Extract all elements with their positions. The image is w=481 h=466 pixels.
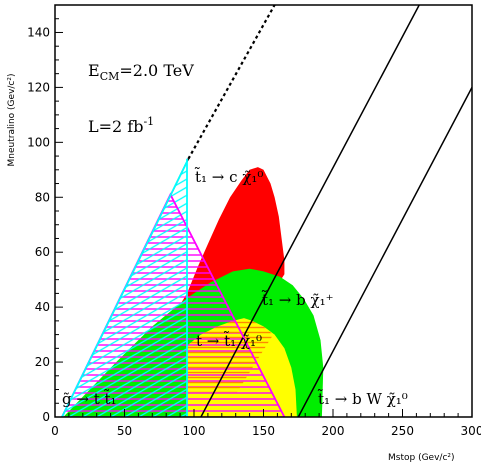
y-axis-label: Mneutralino (Gev/c²): [7, 74, 17, 167]
ecm-rest: =2.0 TeV: [119, 61, 194, 80]
y-tick-label: 120: [27, 80, 50, 94]
label-chargino-decay: t̃₁ → b χ̃₁⁺: [261, 290, 334, 309]
ecm-subscript: CM: [100, 70, 120, 83]
y-tick-label: 80: [35, 190, 50, 204]
y-tick-label: 0: [42, 410, 50, 424]
x-tick-label: 50: [117, 424, 132, 438]
y-tick-label: 20: [35, 355, 50, 369]
top-region-orange: [187, 318, 274, 393]
label-charm-decay: t̃₁ → c χ̃₁⁰: [194, 167, 263, 186]
x-tick-label: 0: [51, 424, 59, 438]
kinematic-limit-dashed: [187, 5, 276, 160]
x-tick-label: 100: [183, 424, 206, 438]
x-tick-label: 250: [391, 424, 414, 438]
x-tick-label: 300: [461, 424, 481, 438]
label-gluino-decay: g̃ → t t̃₁: [62, 389, 117, 408]
fourbody-boundary: [297, 87, 472, 417]
x-axis-label: Mstop (Gev/c²): [388, 453, 455, 463]
cyan-diagonal: [61, 161, 188, 417]
lumi-main: L=2 fb: [88, 117, 143, 136]
x-tick-label: 200: [322, 424, 345, 438]
ecm-main: E: [88, 61, 100, 80]
y-tick-label: 100: [27, 135, 50, 149]
y-tick-label: 60: [35, 245, 50, 259]
x-tick-label: 150: [252, 424, 275, 438]
lines-layer: [61, 5, 472, 417]
chargino-boundary: [200, 5, 420, 417]
label-fourbody-decay: t̃₁ → b W χ̃₁⁰: [317, 389, 408, 408]
lumi-superscript: -1: [143, 115, 154, 128]
ticks-layer: 0 50 100 150 200 250 300 0 20 40 60 80 100 120 140: [27, 18, 481, 438]
y-tick-label: 140: [27, 25, 50, 39]
label-top-decay: t → t̃₁ χ̃₁⁰: [196, 331, 262, 350]
lumi-annotation: L=2 fb-1: [88, 115, 154, 136]
y-tick-label: 40: [35, 300, 50, 314]
ecm-annotation: ECM=2.0 TeV: [88, 61, 194, 83]
